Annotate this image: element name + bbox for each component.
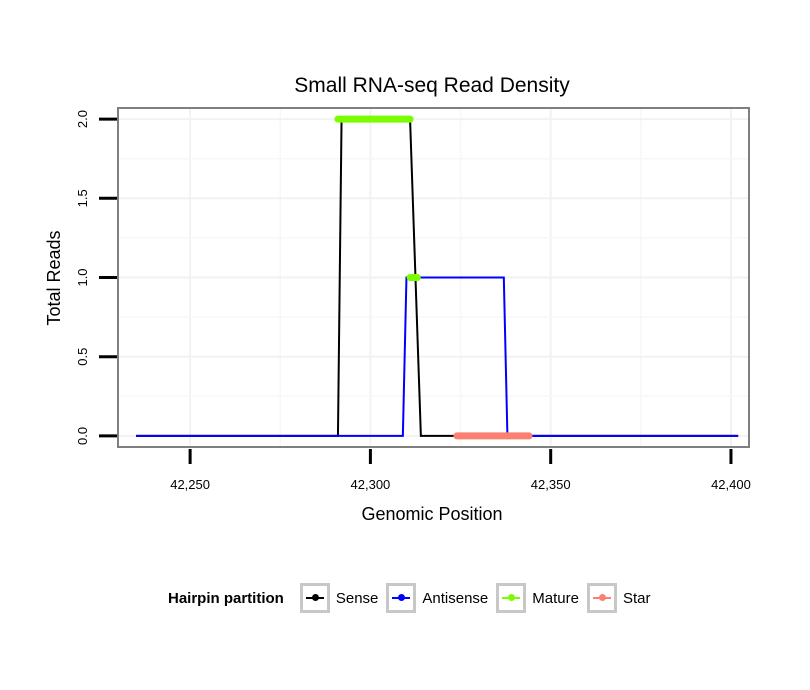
legend-key-star — [586, 583, 617, 613]
legend-title: Hairpin partition — [168, 589, 284, 607]
legend: Hairpin partition Sense Antisense Mature… — [168, 576, 658, 620]
x-axis: 42,250 42,300 42,350 42,400 — [170, 449, 751, 492]
legend-label-mature: Mature — [532, 589, 579, 607]
legend-item-mature: Mature — [496, 583, 579, 613]
plot-panel-border — [117, 107, 750, 448]
legend-item-antisense: Antisense — [386, 583, 488, 613]
y-tick-label: 0.5 — [75, 348, 90, 366]
x-tick-label: 42,350 — [531, 477, 571, 492]
y-axis-label: Total Reads — [44, 230, 64, 325]
legend-item-star: Star — [586, 583, 651, 613]
legend-label-antisense: Antisense — [422, 589, 489, 607]
x-tick-label: 42,250 — [170, 477, 210, 492]
y-tick-label: 0.0 — [75, 427, 90, 445]
x-tick-label: 42,300 — [351, 477, 391, 492]
x-tick-label: 42,400 — [711, 477, 751, 492]
y-tick-label: 1.0 — [75, 268, 90, 286]
chart-title: Small RNA-seq Read Density — [294, 74, 570, 97]
legend-item-sense: Sense — [299, 583, 379, 613]
y-axis: 0.0 0.5 1.0 1.5 2.0 — [75, 110, 117, 445]
series-line-antisense — [136, 276, 739, 437]
legend-key-sense — [299, 583, 330, 613]
legend-key-mature — [496, 583, 527, 613]
series-layer — [136, 115, 739, 440]
legend-label-star: Star — [622, 589, 651, 607]
legend-key-antisense — [386, 583, 417, 613]
x-axis-label: Genomic Position — [361, 504, 502, 524]
y-tick-label: 2.0 — [75, 110, 90, 128]
y-tick-label: 1.5 — [75, 189, 90, 207]
legend-label-sense: Sense — [335, 589, 379, 607]
